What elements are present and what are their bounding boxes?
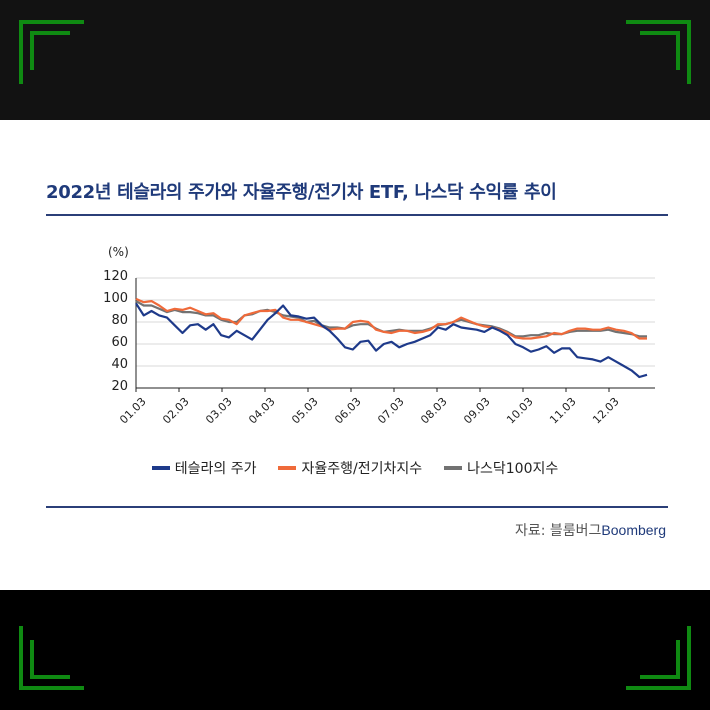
corner-bracket-top-right-icon (622, 18, 692, 88)
y-tick-label: 80 (111, 313, 128, 328)
y-tick-label: 100 (103, 291, 128, 306)
legend-label: 나스닥100지수 (467, 461, 559, 477)
source-note: 자료: 블룸버그Boomberg (515, 520, 666, 540)
y-axis-unit-label: (%) (108, 245, 129, 259)
legend-label: 테슬라의 주가 (174, 461, 257, 477)
series-line-1 (135, 297, 647, 340)
y-tick-label: 20 (111, 379, 128, 394)
footer-divider (46, 506, 668, 508)
top-band (0, 0, 710, 120)
bottom-band (0, 590, 710, 710)
legend-item-nasdaq: 나스닥100지수 (444, 458, 558, 478)
source-prefix: 자료: 블룸버그 (514, 523, 602, 539)
y-tick-label: 120 (103, 269, 128, 284)
legend-item-etf: 자율주행/전기차지수 (278, 458, 422, 478)
legend-label: 자율주행/전기차지수 (301, 461, 423, 477)
corner-bracket-bottom-left-icon (18, 622, 88, 692)
series-line-0 (135, 302, 648, 379)
legend-swatch-icon (444, 466, 463, 470)
corner-bracket-top-left-icon (18, 18, 88, 88)
legend-swatch-icon (278, 466, 297, 470)
legend-item-tesla: 테슬라의 주가 (151, 458, 257, 478)
chart-legend: 테슬라의 주가 자율주행/전기차지수 나스닥100지수 (0, 458, 710, 478)
legend-swatch-icon (151, 466, 170, 470)
chart-title: 2022년 테슬라의 주가와 자율주행/전기차 ETF, 나스닥 수익률 추이 (46, 182, 557, 203)
corner-bracket-bottom-right-icon (622, 622, 692, 692)
y-tick-label: 40 (111, 357, 128, 372)
y-tick-label: 60 (111, 335, 128, 350)
title-divider (46, 214, 668, 216)
source-brand: Boomberg (601, 522, 666, 538)
